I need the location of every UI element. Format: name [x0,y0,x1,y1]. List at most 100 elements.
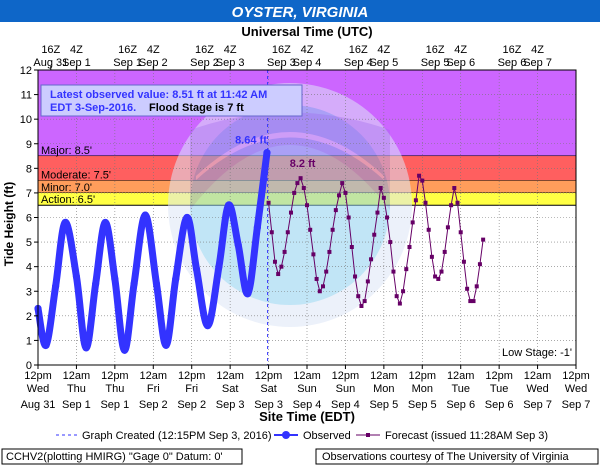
observed-point-2 [52,282,60,290]
forecast-point-43 [404,267,409,272]
forecast-point-38 [388,240,393,245]
observed-point-23 [263,149,271,157]
top-tick-date-6: Sep 3 [267,57,296,69]
forecast-point-58 [452,186,457,190]
bottom-tick-time-3: 12am [140,370,168,382]
forecast-point-61 [461,259,466,264]
forecast-point-46 [413,198,418,203]
forecast-line [268,174,484,308]
bottom-tick-date-9: Sep 5 [369,399,398,411]
observed-peak-label: 8.64 ft [235,135,267,147]
observed-point-14 [172,275,180,283]
forecast-point-52 [433,274,438,279]
forecast-point-0 [266,200,271,205]
y-tick-label-10: 10 [20,114,32,126]
bottom-axis-title: Site Time (EDT) [259,409,355,424]
forecast-point-56 [445,225,450,230]
forecast-point-8 [292,190,297,195]
forecast-point-28 [356,294,361,299]
forecast-point-66 [477,262,482,267]
bottom-tick-date-5: Sep 3 [216,399,245,411]
forecast-point-15 [314,276,319,281]
observed-point-16 [192,265,201,273]
top-tick-date-8: Sep 4 [344,57,373,69]
bottom-tick-date-3: Sep 2 [139,399,168,411]
noaa-seal-watermark [168,83,412,327]
y-tick-label-7: 7 [26,188,32,200]
forecast-point-16 [317,289,322,294]
bottom-tick-time-11: 12am [447,370,475,382]
forecast-point-14 [311,252,316,257]
seal-sky [190,112,390,210]
bottom-tick-time-2: 12pm [101,370,129,382]
bottom-tick-time-14: 12pm [562,370,590,382]
forecast-point-34 [375,210,380,215]
forecast-point-9 [295,181,300,186]
forecast-point-41 [397,301,402,306]
forecast-point-64 [471,299,476,304]
bottom-tick-date-13: Sep 7 [523,399,552,411]
forecast-point-51 [429,254,434,259]
observed-series [34,149,271,354]
y-tick-label-0: 0 [26,360,32,372]
observed-point-19 [224,201,233,209]
top-tick-time-8: 16Z [349,44,368,56]
forecast-point-4 [279,264,284,269]
top-tick-date-9: Sep 5 [369,57,398,69]
bottom-tick-day-6: Sat [260,383,277,395]
y-tick-label-11: 11 [21,90,32,102]
bottom-tick-time-1: 12am [63,370,91,382]
bottom-tick-day-0: Wed [27,383,49,395]
forecast-point-6 [285,230,290,235]
forecast-point-57 [449,203,454,208]
observed-point-4 [72,272,81,281]
forecast-point-10 [298,176,303,181]
bottom-tick-day-14: Wed [565,383,587,395]
legend-forecast-marker [366,433,370,437]
bottom-tick-day-12: Tue [490,383,509,395]
observed-point-7 [101,218,109,227]
bottom-tick-time-7: 12am [293,370,321,382]
bottom-tick-date-7: Sep 4 [293,399,322,411]
bottom-tick-time-4: 12pm [178,370,206,382]
bottom-tick-day-1: Thu [67,383,86,395]
forecast-point-19 [327,249,332,254]
low-stage-label: Low Stage: -1' [502,347,572,359]
footer-credit-text: Observations courtesy of The University … [322,451,569,463]
forecast-point-45 [410,220,415,225]
top-tick-date-5: Sep 3 [216,57,245,69]
forecast-point-54 [439,269,444,274]
forecast-point-3 [276,272,281,277]
observed-point-21 [244,290,252,298]
bottom-tick-time-10: 12pm [409,370,437,382]
observed-point-9 [120,346,129,354]
flood-stage-text: Flood Stage is 7 ft [149,102,244,114]
forecast-point-60 [458,230,463,235]
top-tick-date-3: Sep 2 [139,57,168,69]
forecast-point-48 [420,178,425,183]
observed-point-12 [152,280,161,288]
y-tick-label-1: 1 [26,335,32,347]
bottom-tick-time-9: 12am [370,370,398,382]
title-bar [0,0,600,22]
forecast-point-17 [321,284,326,289]
forecast-point-30 [362,299,367,304]
info-box-background [40,84,303,117]
forecast-point-37 [385,215,390,220]
observed-point-8 [111,275,119,283]
top-tick-time-13: 4Z [531,44,544,56]
bottom-tick-day-4: Fri [185,383,198,395]
top-tick-time-0: 16Z [41,44,60,56]
forecast-point-18 [324,269,329,274]
forecast-point-62 [465,286,470,291]
forecast-point-27 [353,274,358,279]
forecast-point-42 [401,289,406,294]
bottom-tick-date-12: Sep 6 [485,399,514,411]
top-tick-date-7: Sep 4 [293,57,322,69]
top-tick-time-12: 16Z [502,44,521,56]
bottom-tick-date-4: Sep 2 [177,399,206,411]
y-tick-label-4: 4 [26,262,32,274]
